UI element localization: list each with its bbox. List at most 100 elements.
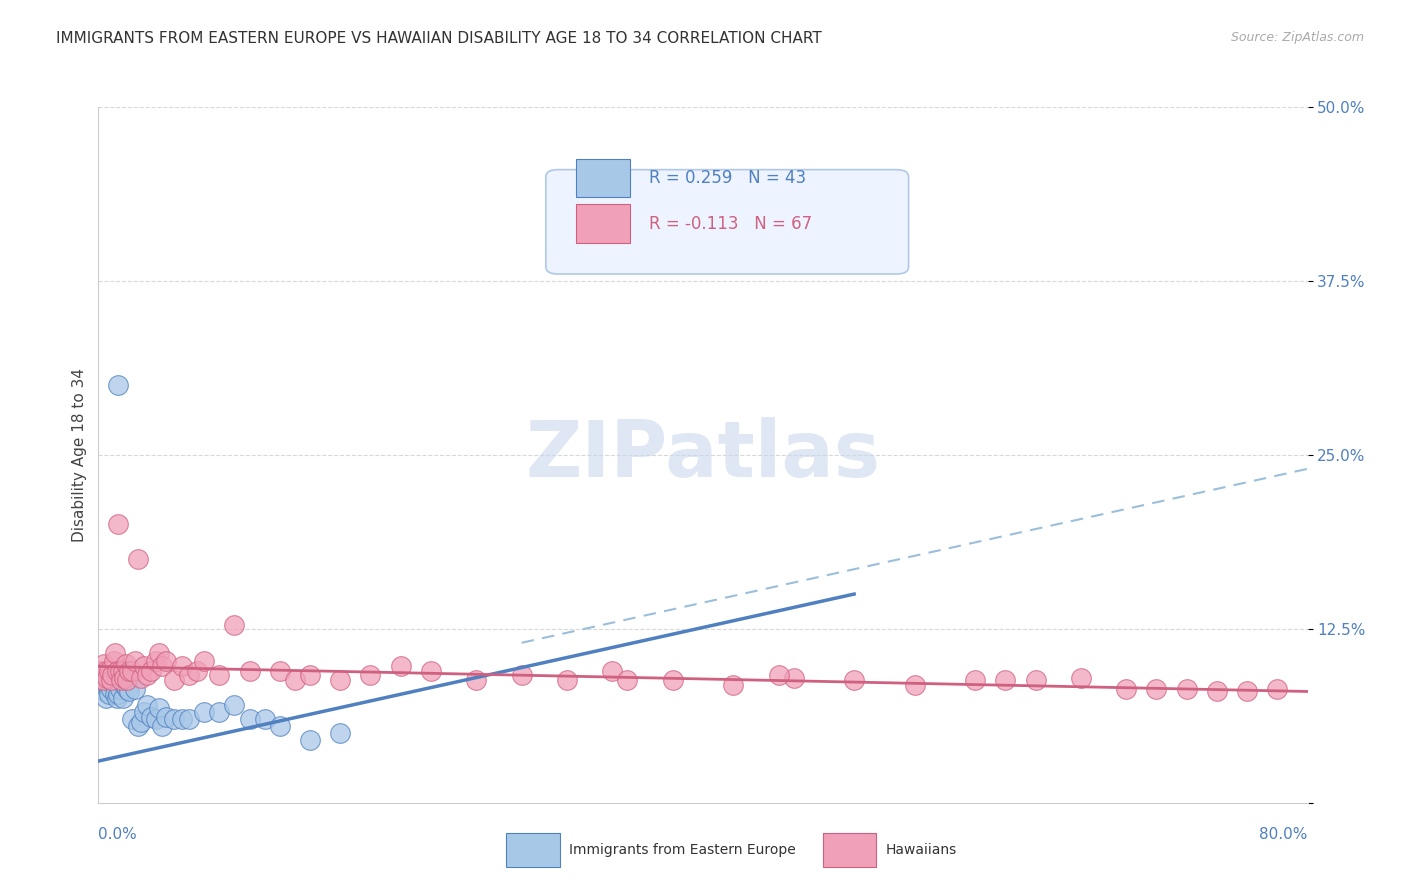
Point bbox=[108, 664, 131, 678]
Point bbox=[1175, 681, 1198, 696]
Point bbox=[224, 617, 246, 632]
Y-axis label: Disability Age 18 to 34: Disability Age 18 to 34 bbox=[72, 368, 87, 542]
Point bbox=[177, 712, 201, 726]
Point bbox=[150, 719, 173, 733]
Point bbox=[124, 681, 146, 696]
Point bbox=[186, 664, 208, 678]
Point bbox=[419, 664, 441, 678]
Point bbox=[616, 673, 638, 688]
Point bbox=[721, 677, 744, 691]
Point bbox=[105, 664, 128, 678]
Point bbox=[111, 664, 134, 678]
Point bbox=[104, 646, 127, 660]
Point bbox=[94, 664, 117, 678]
Point bbox=[555, 673, 578, 688]
Point bbox=[148, 701, 170, 715]
Point bbox=[115, 681, 138, 696]
FancyBboxPatch shape bbox=[576, 159, 630, 197]
FancyBboxPatch shape bbox=[546, 169, 908, 274]
Point bbox=[148, 646, 170, 660]
Point bbox=[89, 664, 111, 678]
Text: Hawaiians: Hawaiians bbox=[886, 843, 957, 857]
Point bbox=[389, 659, 412, 673]
Point bbox=[112, 671, 135, 685]
Point bbox=[177, 667, 201, 681]
Point bbox=[107, 687, 129, 701]
Point bbox=[510, 667, 533, 681]
Point bbox=[100, 681, 122, 696]
Point bbox=[965, 673, 987, 688]
Point bbox=[107, 378, 129, 392]
Point bbox=[329, 673, 352, 688]
Point bbox=[1265, 681, 1288, 696]
Point bbox=[155, 654, 177, 668]
Point bbox=[155, 709, 177, 723]
Point bbox=[239, 712, 262, 726]
Point bbox=[93, 657, 115, 671]
Point bbox=[844, 673, 866, 688]
Point bbox=[107, 517, 129, 532]
Point bbox=[208, 667, 231, 681]
Point bbox=[1144, 681, 1167, 696]
Point bbox=[193, 706, 215, 720]
Point bbox=[94, 691, 117, 706]
Point bbox=[602, 664, 624, 678]
Point bbox=[1070, 671, 1092, 685]
Point bbox=[170, 659, 193, 673]
Point bbox=[96, 677, 118, 691]
Point bbox=[103, 677, 125, 691]
Text: 80.0%: 80.0% bbox=[1260, 827, 1308, 841]
Point bbox=[129, 671, 152, 685]
Point bbox=[193, 654, 215, 668]
Point bbox=[163, 673, 186, 688]
Point bbox=[1024, 673, 1046, 688]
Point bbox=[129, 715, 152, 730]
Point bbox=[1206, 684, 1229, 698]
Point bbox=[145, 654, 167, 668]
Point bbox=[110, 673, 132, 688]
Point bbox=[115, 673, 138, 688]
Point bbox=[224, 698, 246, 713]
Point bbox=[768, 667, 790, 681]
Point bbox=[135, 667, 157, 681]
Point bbox=[299, 667, 322, 681]
Point bbox=[465, 673, 488, 688]
Point bbox=[101, 671, 124, 685]
Point bbox=[124, 654, 146, 668]
Point bbox=[110, 673, 132, 688]
FancyBboxPatch shape bbox=[576, 204, 630, 243]
Point bbox=[91, 673, 114, 688]
Point bbox=[253, 712, 276, 726]
Point bbox=[269, 719, 291, 733]
Point bbox=[170, 712, 193, 726]
Point bbox=[118, 684, 141, 698]
Point bbox=[105, 691, 128, 706]
Point bbox=[284, 673, 307, 688]
Point bbox=[135, 698, 157, 713]
Point bbox=[163, 712, 186, 726]
Point bbox=[132, 706, 155, 720]
Point bbox=[904, 677, 927, 691]
Point bbox=[104, 671, 127, 685]
Point bbox=[118, 664, 141, 678]
Point bbox=[150, 659, 173, 673]
Point bbox=[127, 552, 149, 566]
Point bbox=[114, 657, 136, 671]
Point bbox=[329, 726, 352, 740]
Point bbox=[141, 709, 163, 723]
Point bbox=[90, 673, 112, 688]
Text: ZIPatlas: ZIPatlas bbox=[526, 417, 880, 493]
Point bbox=[98, 664, 121, 678]
Point bbox=[145, 712, 167, 726]
Point bbox=[782, 671, 804, 685]
Point bbox=[239, 664, 262, 678]
Point bbox=[111, 691, 134, 706]
Point bbox=[994, 673, 1017, 688]
Point bbox=[269, 664, 291, 678]
Text: 0.0%: 0.0% bbox=[98, 827, 138, 841]
Point bbox=[661, 673, 683, 688]
Point bbox=[208, 706, 231, 720]
Text: IMMIGRANTS FROM EASTERN EUROPE VS HAWAIIAN DISABILITY AGE 18 TO 34 CORRELATION C: IMMIGRANTS FROM EASTERN EUROPE VS HAWAII… bbox=[56, 31, 823, 46]
Point bbox=[112, 677, 135, 691]
Text: R = 0.259   N = 43: R = 0.259 N = 43 bbox=[648, 169, 806, 187]
